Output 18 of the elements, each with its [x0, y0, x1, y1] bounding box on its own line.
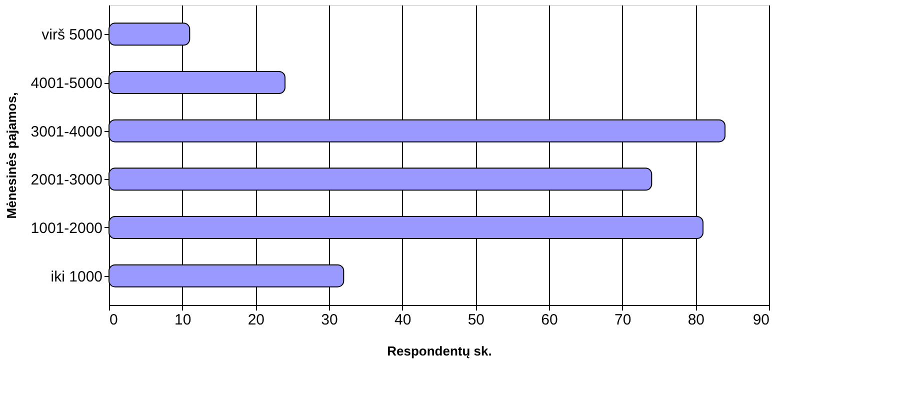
y-tick-label: 1001-2000	[30, 220, 102, 237]
x-tick-label: 20	[248, 312, 265, 328]
x-axis-title: Respondentų sk.	[387, 344, 492, 358]
x-tick-label: 80	[688, 312, 705, 328]
x-tick-label: 0	[110, 312, 118, 328]
y-tick-label: iki 1000	[50, 268, 102, 286]
x-tick-label: 90	[752, 312, 770, 328]
x-tick-label: 50	[468, 312, 485, 328]
y-tick-label: virš 5000	[42, 26, 102, 44]
y-axis-title: Mėnesinės pajamos,	[4, 92, 19, 219]
x-tick-label: 60	[541, 312, 558, 328]
y-tick-label: 2001-3000	[30, 172, 102, 189]
x-tick-label: 10	[174, 312, 192, 328]
x-tick-label: 70	[614, 312, 632, 328]
x-tick-label: 30	[321, 312, 338, 328]
y-tick-label: 3001-4000	[30, 123, 102, 140]
y-tick-label: 4001-5000	[30, 75, 102, 92]
x-tick-label: 40	[394, 312, 412, 328]
